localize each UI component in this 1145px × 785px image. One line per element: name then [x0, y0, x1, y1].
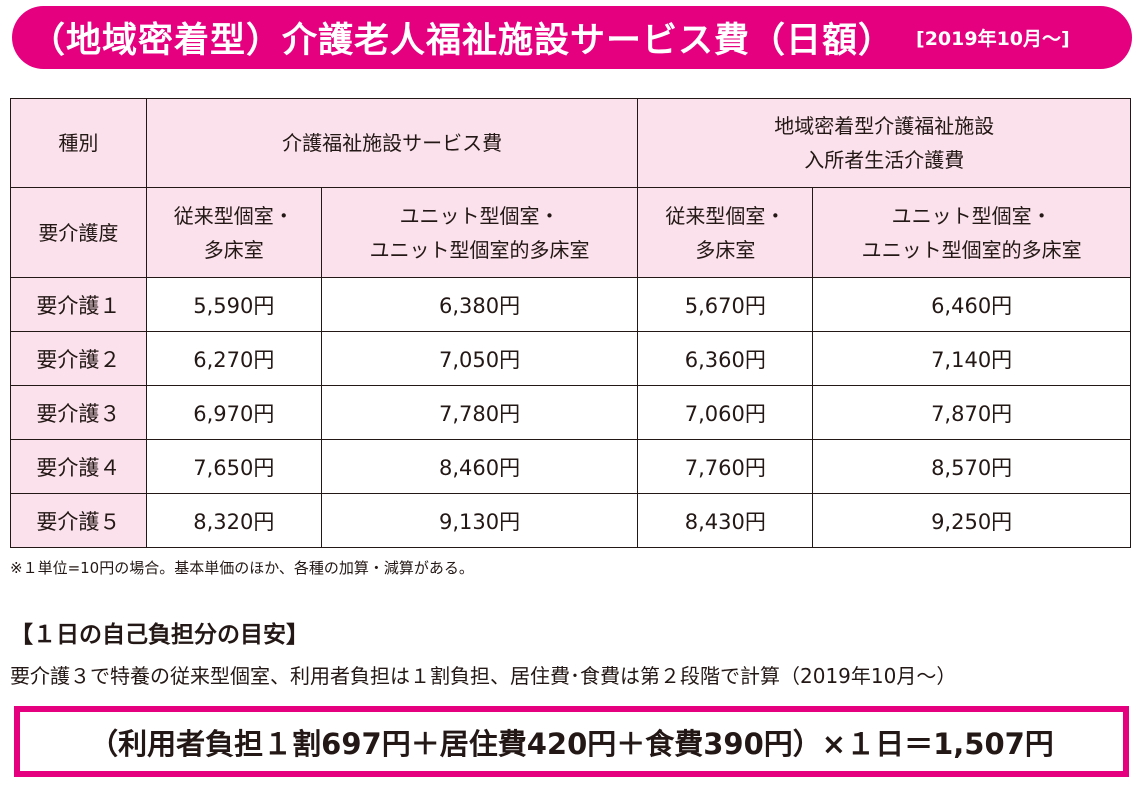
table-row: 要介護２ 6,270円 7,050円 6,360円 7,140円 — [10, 331, 1131, 386]
type-header: 種別 — [10, 98, 147, 188]
fee-cell: 8,430円 — [637, 493, 814, 548]
g2-unit-header: ユニット型個室・ ユニット型個室的多床室 — [812, 187, 1131, 278]
table-subheader-row: 要介護度 従来型個室・ 多床室 ユニット型個室・ ユニット型個室的多床室 従来型個室… — [10, 187, 1131, 278]
title-banner: （地域密着型）介護老人福祉施設サービス費（日額） [2019年10月～] — [12, 6, 1132, 69]
grade-cell: 要介護２ — [10, 331, 147, 386]
fee-cell: 9,250円 — [812, 493, 1131, 548]
fee-cell: 7,760円 — [637, 439, 814, 494]
fee-cell: 7,870円 — [812, 385, 1131, 440]
fee-cell: 5,590円 — [145, 277, 322, 332]
table-header-row: 種別 介護福祉施設サービス費 地域密着型介護福祉施設 入所者生活介護費 — [10, 98, 1131, 188]
table-row: 要介護３ 6,970円 7,780円 7,060円 7,870円 — [10, 385, 1131, 440]
fee-cell: 6,460円 — [812, 277, 1131, 332]
grade-cell: 要介護４ — [10, 439, 147, 494]
fee-cell: 8,460円 — [320, 439, 639, 494]
table-row: 要介護４ 7,650円 8,460円 7,760円 8,570円 — [10, 439, 1131, 494]
grade-cell: 要介護５ — [10, 493, 147, 548]
fee-cell: 6,360円 — [637, 331, 814, 386]
table-row: 要介護５ 8,320円 9,130円 8,430円 9,250円 — [10, 493, 1131, 548]
page-title: （地域密着型）介護老人福祉施設サービス費（日額） — [30, 21, 895, 61]
section-title: 【１日の自己負担分の目安】 — [10, 622, 309, 648]
formula-box: （利用者負担１割697円＋居住費420円＋食費390円）×１日＝1,507円 — [14, 706, 1129, 777]
grade-header: 要介護度 — [10, 187, 147, 278]
table-row: 要介護１ 5,590円 6,380円 5,670円 6,460円 — [10, 277, 1131, 332]
fee-cell: 9,130円 — [320, 493, 639, 548]
g2-conventional-header: 従来型個室・ 多床室 — [637, 187, 814, 278]
fee-cell: 7,650円 — [145, 439, 322, 494]
fee-cell: 8,320円 — [145, 493, 322, 548]
grade-cell: 要介護１ — [10, 277, 147, 332]
group2-header: 地域密着型介護福祉施設 入所者生活介護費 — [637, 98, 1131, 188]
fee-cell: 7,050円 — [320, 331, 639, 386]
date-range: [2019年10月～] — [916, 28, 1070, 50]
fee-cell: 7,060円 — [637, 385, 814, 440]
group1-header: 介護福祉施設サービス費 — [145, 98, 639, 188]
footnote: ※１単位=10円の場合。基本単価のほか、各種の加算・減算がある。 — [10, 559, 474, 577]
fee-cell: 7,780円 — [320, 385, 639, 440]
fee-cell: 5,670円 — [637, 277, 814, 332]
fee-table: 種別 介護福祉施設サービス費 地域密着型介護福祉施設 入所者生活介護費 要介護度… — [10, 98, 1131, 548]
fee-cell: 8,570円 — [812, 439, 1131, 494]
fee-cell: 6,970円 — [145, 385, 322, 440]
grade-cell: 要介護３ — [10, 385, 147, 440]
fee-cell: 6,270円 — [145, 331, 322, 386]
fee-cell: 7,140円 — [812, 331, 1131, 386]
g1-conventional-header: 従来型個室・ 多床室 — [145, 187, 322, 278]
section-description: 要介護３で特養の従来型個室、利用者負担は１割負担、居住費･食費は第２段階で計算（… — [10, 664, 957, 688]
cost-formula: （利用者負担１割697円＋居住費420円＋食費390円）×１日＝1,507円 — [89, 726, 1054, 761]
g1-unit-header: ユニット型個室・ ユニット型個室的多床室 — [320, 187, 639, 278]
fee-cell: 6,380円 — [320, 277, 639, 332]
